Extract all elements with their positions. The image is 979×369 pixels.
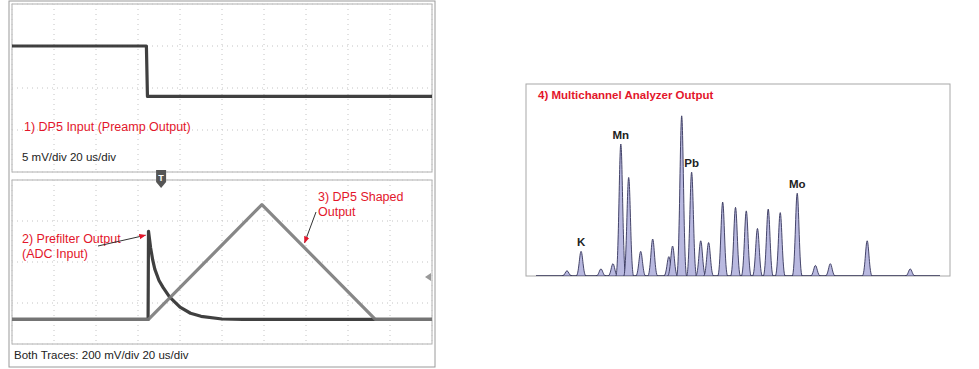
peak [624,177,634,276]
peak [731,207,741,276]
label-arrow [305,212,316,243]
grid-line [54,4,55,172]
peak [596,269,606,276]
peak [636,251,646,276]
peak [862,241,872,276]
ground-marker [425,273,431,281]
figure: 1) DP5 Input (Preamp Output) 5 mV/div 20 … [0,0,979,369]
peak [741,211,751,276]
panel-title: 1) DP5 Input (Preamp Output) [24,120,191,134]
grid-line [12,221,432,222]
peak [905,269,915,276]
peak [704,243,714,276]
peak [810,265,820,276]
peak [775,213,785,276]
series-label: Output [318,205,356,219]
peak [696,241,706,276]
traces [12,46,432,96]
traces [12,205,432,320]
label-arrow [98,235,146,246]
grid-line [264,4,265,172]
scope-frame [9,1,435,367]
scale-note: 5 mV/div 20 us/div [22,151,116,163]
grid-line [390,4,391,172]
peak [752,228,762,276]
plot-frame [526,84,950,276]
series-label: 3) DP5 Shaped [318,190,404,204]
scale-note: Both Traces: 200 mV/div 20 us/div [14,349,189,361]
peak [825,264,835,276]
peak [792,193,802,276]
grid-line [12,262,432,263]
grid-line [96,4,97,172]
peak [668,246,678,276]
peak [648,239,658,276]
grid-line [12,344,432,345]
plot-frame [12,4,432,172]
grid-line [306,4,307,172]
peak-label: Pb [684,157,699,169]
peak-label: Mn [613,129,630,141]
peak [576,251,586,276]
scope-panel [12,4,432,172]
chart-title: 4) Multichannel Analyzer Output [538,89,713,101]
grid-line [12,88,432,89]
peak [687,172,697,276]
peak [718,202,728,276]
peaks [536,116,940,276]
peak [616,144,626,276]
trigger-marker [156,170,166,188]
trace [12,46,432,96]
grid-line [180,4,181,172]
trace [12,205,432,320]
series-label: (ADC Input) [22,247,88,261]
peak [677,116,687,276]
plot-frame [12,180,432,344]
peak-label: K [577,236,586,248]
peak [763,209,773,276]
grid-line [12,172,432,173]
grid-line [12,303,432,304]
trigger-label: T [158,173,164,183]
grid-line [12,180,432,181]
scope-panel [12,180,432,344]
peak [562,271,572,276]
grid-line [180,180,181,344]
peak-label: Mo [789,178,806,190]
grid-line [12,4,432,5]
